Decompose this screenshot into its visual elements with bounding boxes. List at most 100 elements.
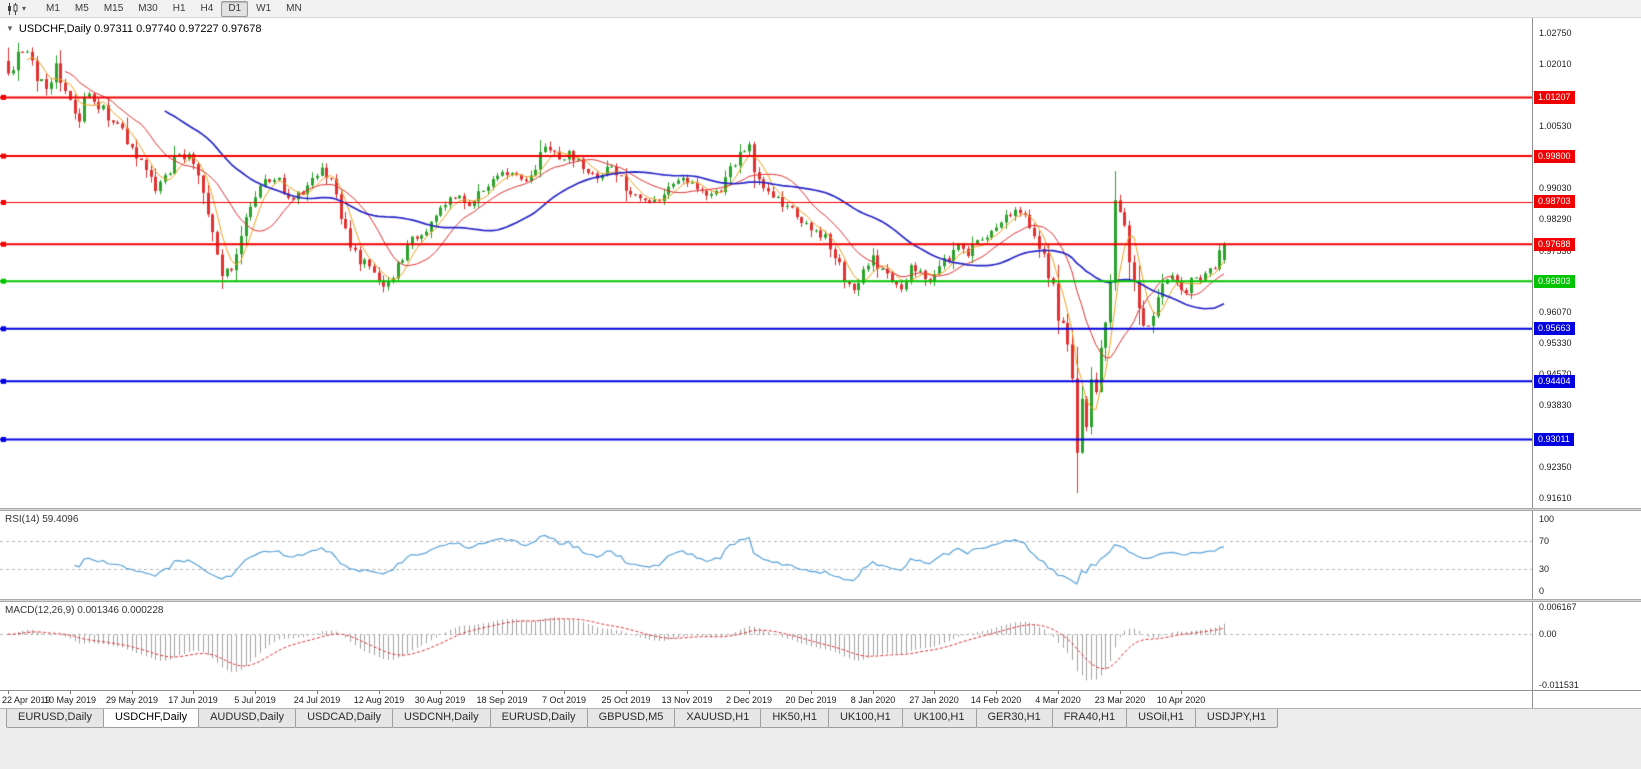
date-axis-tick [687, 691, 688, 694]
date-axis-tick [8, 691, 9, 694]
date-axis-label: 5 Jul 2019 [234, 695, 276, 705]
macd-canvas[interactable] [0, 602, 1532, 690]
date-axis-tick [996, 691, 997, 694]
price-axis-label: 0.93830 [1539, 400, 1572, 411]
timeframe-button-w1[interactable]: W1 [256, 2, 272, 14]
rsi-axis-label: 70 [1539, 535, 1550, 546]
rsi-label: RSI(14) 59.4096 [5, 514, 79, 525]
date-axis[interactable]: 22 Apr 2019 10 May 2019 29 May 2019 17 Jun … [0, 690, 1641, 708]
timeframe-button-d1[interactable]: D1 [221, 0, 249, 17]
price-axis-label: 0.95330 [1539, 337, 1572, 348]
chart-tab-audusd-daily[interactable]: AUDUSD,Daily [198, 709, 297, 728]
price-axis-label: 1.02750 [1539, 27, 1572, 38]
panel-resize-separator[interactable] [0, 508, 1641, 511]
rsi-axis[interactable]: 100 70 30 0 [1532, 511, 1641, 599]
date-axis-label: 8 Jan 2020 [850, 695, 896, 705]
price-level-tag[interactable]: 0.97688 [1534, 237, 1575, 251]
chart-tabs-bar: EURUSD,Daily USDCHF,Daily AUDUSD,Daily USDC… [0, 708, 1641, 730]
date-axis-label: 14 Feb 2020 [970, 695, 1022, 705]
date-axis-label: 7 Oct 2019 [541, 695, 587, 705]
date-axis-tick [193, 691, 194, 694]
price-level-tag[interactable]: 0.99800 [1534, 149, 1575, 163]
chart-type-icon[interactable]: ▾ [4, 1, 29, 17]
price-level-tag[interactable]: 0.93011 [1534, 433, 1574, 446]
chevron-down-icon: ▾ [22, 3, 27, 13]
price-level-tag[interactable]: 0.98703 [1534, 195, 1575, 209]
chart-title-text: USDCHF,Daily 0.97311 0.97740 0.97227 0.9… [18, 23, 262, 35]
date-axis-tick [502, 691, 503, 694]
chart-tab-xauusd-h1[interactable]: XAUUSD,H1 [674, 709, 762, 728]
candlestick-icon [8, 2, 18, 15]
date-axis-tick [1120, 691, 1121, 694]
price-axis-label: 0.98290 [1539, 214, 1572, 225]
rsi-canvas[interactable] [0, 511, 1532, 599]
date-axis-label: 23 Mar 2020 [1094, 695, 1146, 705]
date-axis-label: 13 Nov 2019 [661, 695, 713, 705]
macd-label: MACD(12,26,9) 0.001346 0.000228 [5, 605, 164, 616]
chart-tab-uk100-h1[interactable]: UK100,H1 [827, 709, 903, 728]
macd-axis-label: 0.00 [1539, 629, 1557, 640]
date-axis-label: 30 Aug 2019 [414, 695, 466, 705]
date-axis-label: 2 Dec 2019 [725, 695, 773, 705]
date-axis-tick [749, 691, 750, 694]
chart-tab-eurusd-daily[interactable]: EURUSD,Daily [6, 709, 104, 728]
rsi-axis-label: 100 [1539, 514, 1555, 524]
price-level-tag[interactable]: 0.96803 [1534, 274, 1575, 288]
chart-tab-usdjpy-h1[interactable]: USDJPY,H1 [1194, 709, 1279, 728]
timeframe-toolbar: ▾ M1 M5 M15 M30 H1 H4 D1 W1 MN [0, 0, 1641, 18]
price-axis[interactable]: 1.02750 1.02010 1.00530 0.99030 0.98290 0.975… [1532, 18, 1641, 508]
date-axis-label: 17 Jun 2019 [168, 695, 218, 705]
chart-tab-eurusd-daily[interactable]: EURUSD,Daily [489, 709, 588, 728]
chart-title: ▼ USDCHF,Daily 0.97311 0.97740 0.97227 0… [6, 23, 262, 35]
date-axis-tick [873, 691, 874, 694]
date-axis-tick [379, 691, 380, 694]
price-axis-label: 0.91610 [1539, 492, 1572, 503]
chart-tab-uk100-h1[interactable]: UK100,H1 [901, 709, 977, 728]
rsi-axis-label: 30 [1539, 564, 1550, 575]
date-axis-tick [1058, 691, 1059, 694]
chart-tab-usdchf-daily[interactable]: USDCHF,Daily [102, 709, 200, 728]
price-chart-canvas[interactable] [0, 18, 1532, 508]
price-level-tag[interactable]: 0.95663 [1534, 322, 1575, 336]
date-axis-label: 18 Sep 2019 [476, 695, 528, 705]
date-axis-label: 20 Dec 2019 [785, 695, 837, 705]
timeframe-button-m1[interactable]: M1 [46, 2, 60, 14]
date-axis-tick [1181, 691, 1182, 694]
date-axis-tick [564, 691, 565, 694]
rsi-axis-label: 0 [1539, 586, 1545, 596]
timeframe-button-mn[interactable]: MN [286, 2, 302, 14]
date-axis-label: 12 Aug 2019 [353, 695, 405, 705]
macd-axis[interactable]: 0.006167 0.00 -0.011531 [1532, 602, 1641, 690]
price-level-tag[interactable]: 0.94404 [1534, 374, 1575, 388]
price-axis-label: 1.02010 [1539, 58, 1572, 69]
price-axis-label: 0.97530 [1539, 245, 1572, 256]
date-axis-tick [934, 691, 935, 694]
rsi-panel[interactable]: RSI(14) 59.4096 100 70 30 0 [0, 511, 1641, 599]
chart-tab-hk50-h1[interactable]: HK50,H1 [760, 709, 829, 728]
collapse-arrow-icon[interactable]: ▼ [6, 24, 14, 33]
timeframe-button-m30[interactable]: M30 [138, 2, 158, 14]
price-level-tag[interactable]: 1.01207 [1534, 90, 1575, 104]
timeframe-button-m5[interactable]: M5 [74, 2, 89, 14]
macd-axis-label: -0.011531 [1539, 680, 1579, 690]
chart-tab-usdcad-daily[interactable]: USDCAD,Daily [295, 709, 394, 728]
timeframe-button-m15[interactable]: M15 [103, 2, 124, 14]
timeframe-button-h1[interactable]: H1 [172, 2, 186, 14]
date-axis-label: 4 Mar 2020 [1035, 695, 1081, 705]
chart-tab-gbpusd-m5[interactable]: GBPUSD,M5 [586, 709, 676, 728]
date-axis-label: 24 Jul 2019 [293, 695, 341, 705]
chart-tab-fra40-h1[interactable]: FRA40,H1 [1051, 709, 1128, 728]
chart-tab-usoil-h1[interactable]: USOil,H1 [1126, 709, 1196, 728]
macd-panel[interactable]: MACD(12,26,9) 0.001346 0.000228 0.006167… [0, 602, 1641, 690]
price-chart-panel[interactable]: ▼ USDCHF,Daily 0.97311 0.97740 0.97227 0… [0, 18, 1641, 508]
timeframe-buttons: M1 M5 M15 M30 H1 H4 D1 W1 MN [39, 0, 309, 17]
chart-tab-usdcnh-daily[interactable]: USDCNH,Daily [392, 709, 491, 728]
date-axis-tick [317, 691, 318, 694]
macd-axis-label: 0.006167 [1539, 602, 1577, 612]
date-axis-tick [70, 691, 71, 694]
timeframe-button-h4[interactable]: H4 [200, 2, 214, 14]
panel-resize-separator[interactable] [0, 599, 1641, 602]
price-axis-label: 0.92350 [1539, 462, 1572, 473]
chart-tab-ger30-h1[interactable]: GER30,H1 [975, 709, 1053, 728]
